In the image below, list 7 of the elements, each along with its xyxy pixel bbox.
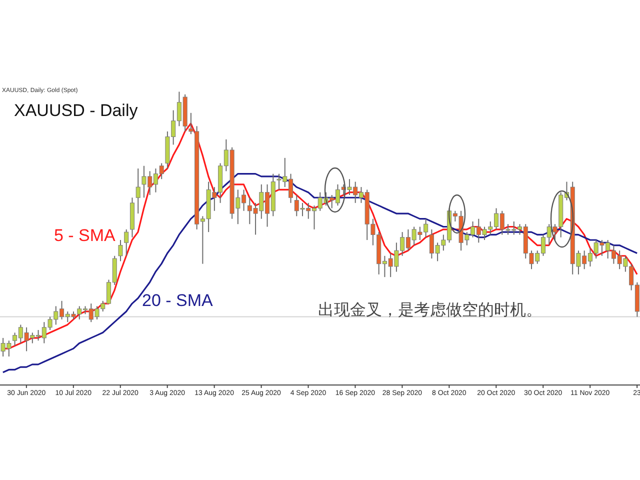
candlestick (136, 168, 140, 214)
candlestick (118, 239, 123, 262)
series-label: 5 - SMA (54, 226, 116, 246)
candlestick (124, 228, 129, 256)
text: XAUUSD - Daily (14, 101, 138, 121)
annotation: 出现金叉，是考虑做空的时机。 (318, 300, 542, 321)
series-label: 20 - SMA (142, 291, 213, 311)
